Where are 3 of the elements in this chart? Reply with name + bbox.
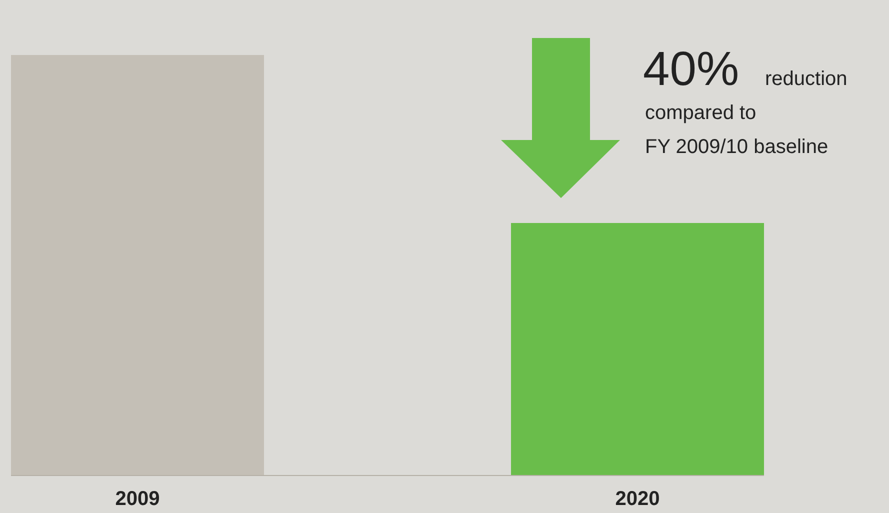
x-tick-label: 2009 <box>115 488 160 510</box>
x-tick-label: 2020 <box>615 488 660 510</box>
annotation: 40% <box>643 43 740 96</box>
